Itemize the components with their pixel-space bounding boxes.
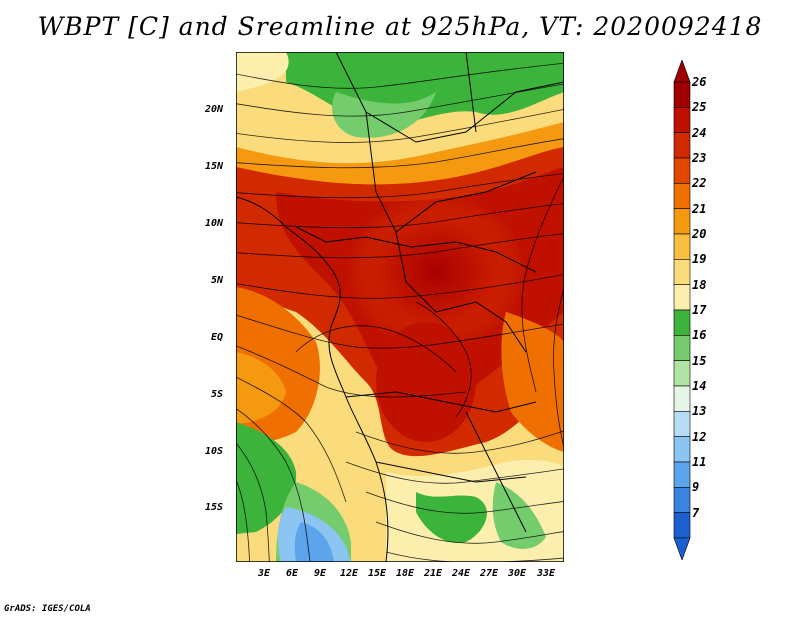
colorbar-swatch <box>673 132 691 159</box>
wbpt-map <box>236 52 564 562</box>
colorbar-label: 20 <box>692 227 707 241</box>
colorbar-swatch <box>673 157 691 184</box>
lat-label: 15S <box>205 502 224 513</box>
colorbar-swatch <box>673 512 691 539</box>
colorbar-swatch <box>673 259 691 285</box>
colorbar-top-arrow <box>673 60 691 83</box>
colorbar <box>673 60 691 560</box>
lon-label: 9E <box>313 568 327 579</box>
colorbar-swatch <box>673 461 691 488</box>
lat-label: 20N <box>205 104 224 115</box>
colorbar-label: 25 <box>692 100 707 115</box>
lat-label: EQ <box>211 332 224 343</box>
colorbar-swatch <box>673 436 691 463</box>
colorbar-swatch <box>673 107 691 133</box>
colorbar-swatch <box>673 487 691 513</box>
colorbar-label: 15 <box>692 353 707 368</box>
colorbar-swatch <box>673 335 691 361</box>
colorbar-label: 14 <box>692 379 707 393</box>
lat-label: 15N <box>205 161 224 172</box>
colorbar-label: 7 <box>692 505 700 520</box>
lon-label: 18E <box>395 568 415 579</box>
lat-label: 10S <box>205 446 224 457</box>
lon-label: 27E <box>479 568 499 579</box>
lon-label: 30E <box>507 568 527 579</box>
colorbar-label: 9 <box>692 480 700 495</box>
colorbar-swatch <box>673 360 691 387</box>
colorbar-label: 23 <box>692 151 707 165</box>
colorbar-label: 24 <box>692 125 707 140</box>
lon-label: 21E <box>423 568 443 579</box>
lon-label: 6E <box>285 568 299 579</box>
lon-label: 24E <box>451 568 471 579</box>
colorbar-label: 22 <box>692 176 707 191</box>
lat-label: 5N <box>211 275 224 286</box>
colorbar-swatch <box>673 183 691 209</box>
colorbar-swatch <box>673 208 691 235</box>
colorbar-label: 19 <box>692 252 707 267</box>
colorbar-label: 13 <box>692 404 707 419</box>
colorbar-label: 26 <box>692 75 707 89</box>
colorbar-label: 16 <box>692 328 707 343</box>
map-title: WBPT [C] and Sreamline at 925hPa, VT: 20… <box>37 12 763 41</box>
colorbar-swatch <box>673 81 691 108</box>
lon-label: 12E <box>339 568 359 579</box>
colorbar-swatch <box>673 233 691 260</box>
lat-label: 10N <box>205 218 224 229</box>
colorbar-label: 18 <box>692 277 707 292</box>
lon-label: 33E <box>536 568 556 579</box>
colorbar-swatch <box>673 411 691 437</box>
colorbar-label: 12 <box>692 429 707 444</box>
colorbar-label: 11 <box>692 455 707 469</box>
colorbar-label: 21 <box>692 201 707 216</box>
colorbar-swatch <box>673 385 691 412</box>
lat-label: 5S <box>211 389 224 400</box>
lon-label: 3E <box>257 568 271 579</box>
colorbar-swatch <box>673 309 691 336</box>
colorbar-label: 17 <box>692 303 707 317</box>
colorbar-swatch <box>673 284 691 311</box>
credit-text: GrADS: IGES/COLA <box>4 604 91 614</box>
colorbar-bottom-arrow <box>673 537 691 560</box>
lon-label: 15E <box>367 568 387 579</box>
